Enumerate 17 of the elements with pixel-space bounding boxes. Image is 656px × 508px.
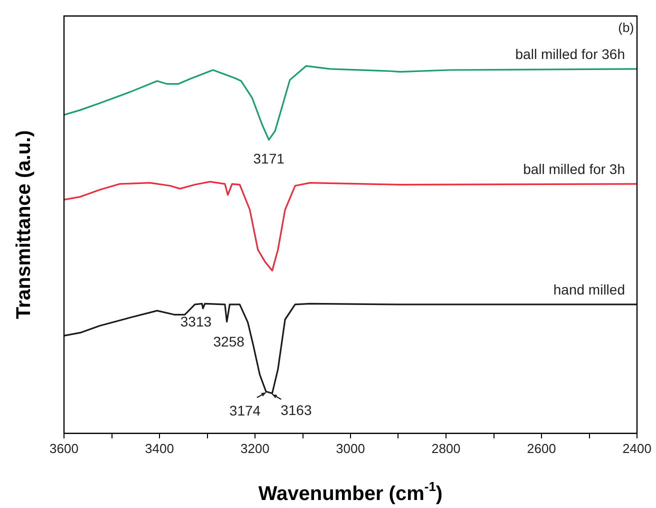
- series-label: ball milled for 36h: [515, 46, 625, 62]
- x-tick-label: 2400: [622, 440, 652, 456]
- x-tick-label: 2600: [527, 440, 556, 456]
- series-label: ball milled for 3h: [523, 160, 625, 177]
- x-tick-label: 3000: [336, 440, 365, 456]
- annotation: 3163: [280, 402, 312, 418]
- annotation: 3313: [180, 313, 212, 330]
- x-tick-label: 3400: [145, 440, 174, 456]
- y-axis-title: Transmittance (a.u.): [13, 130, 35, 320]
- annotation: 3171: [253, 150, 285, 167]
- annotation: 3258: [213, 334, 245, 350]
- series-label: hand milled: [553, 281, 625, 298]
- x-tick-label: 2800: [432, 440, 460, 456]
- x-tick-label: 3600: [50, 440, 78, 456]
- text: (b): [618, 20, 634, 35]
- annotation: 3174: [229, 402, 261, 418]
- x-tick-label: 3200: [240, 440, 270, 456]
